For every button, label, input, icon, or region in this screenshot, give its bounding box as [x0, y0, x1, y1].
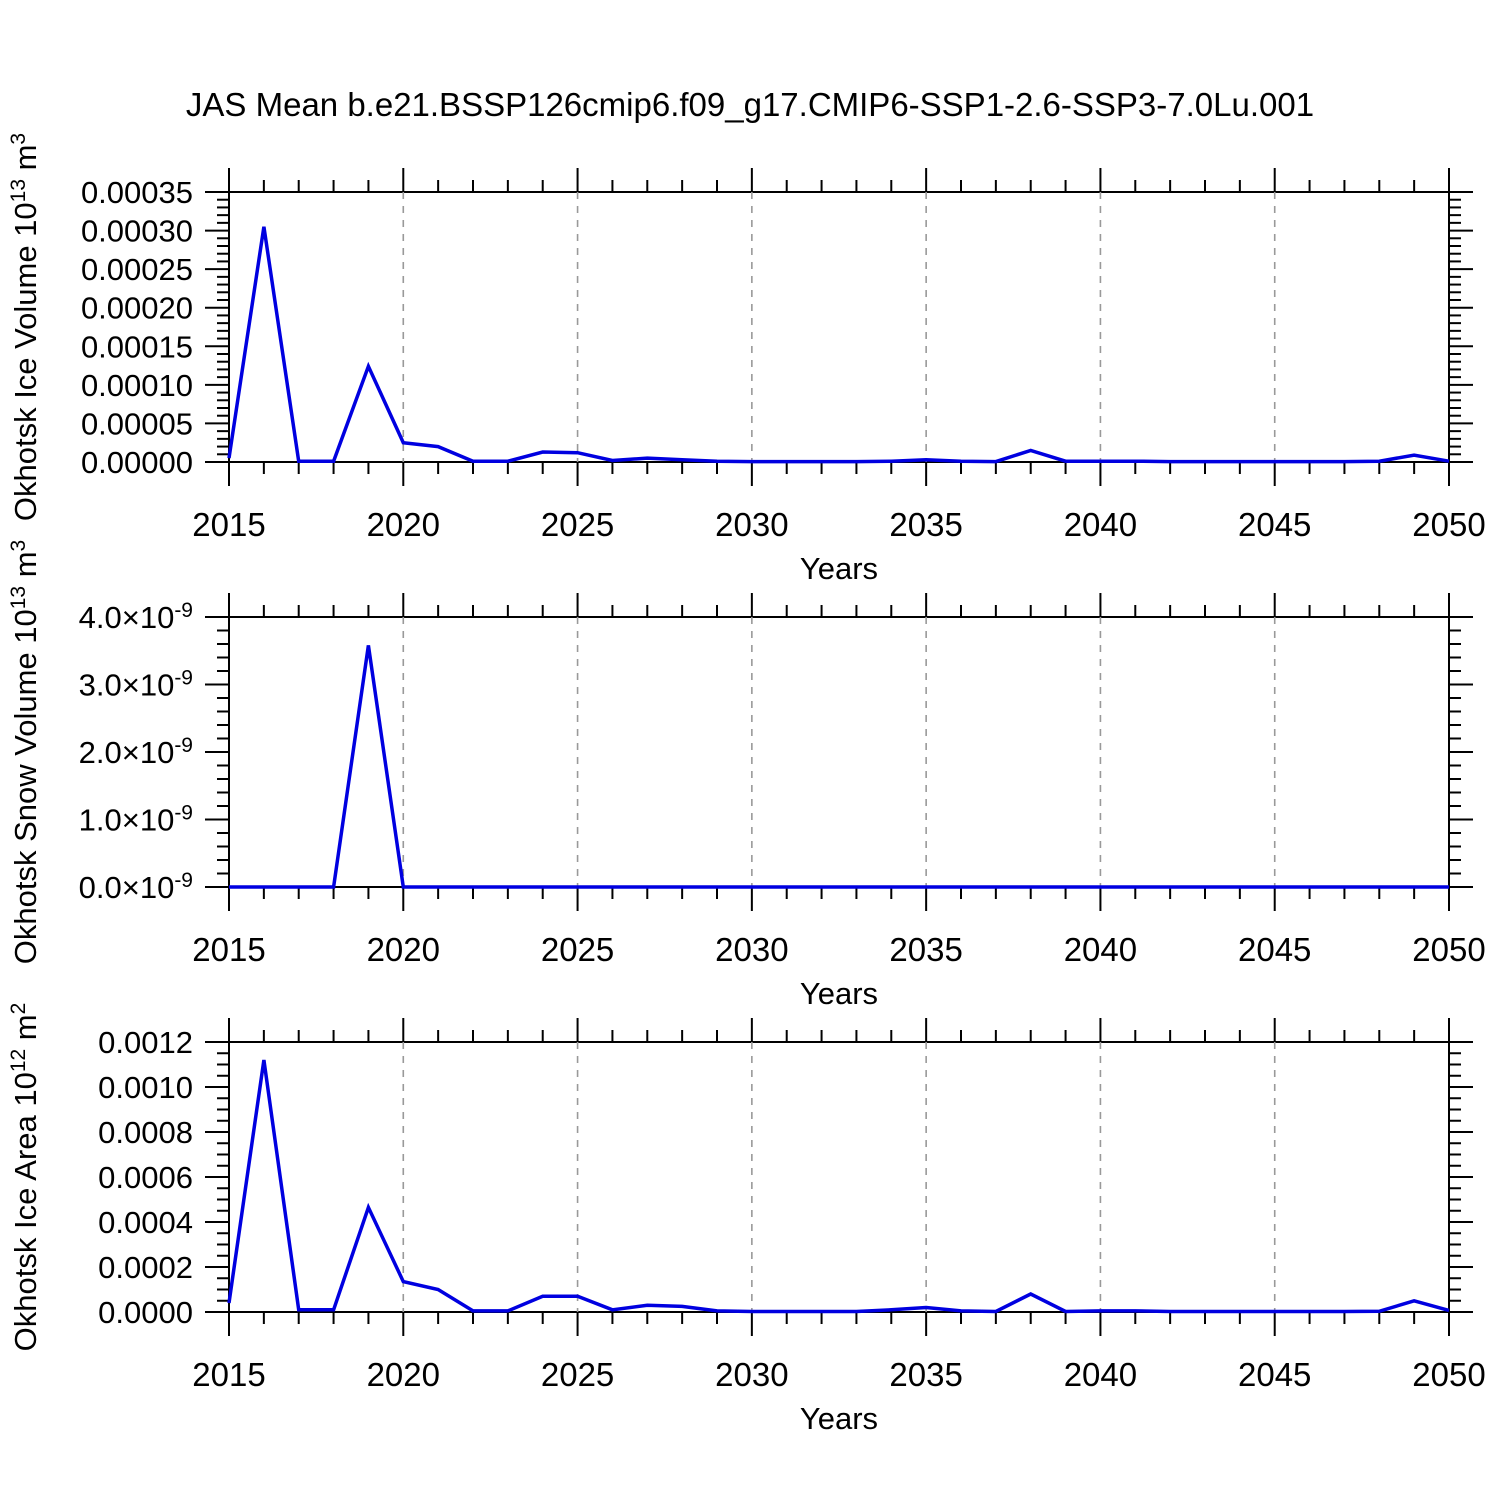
- y-tick-label: 0.00005: [81, 406, 193, 441]
- x-tick-label: 2020: [367, 931, 440, 968]
- y-tick-label: 0.00015: [81, 329, 193, 364]
- plot-frame: [228, 191, 1450, 463]
- y-axis-title: Okhotsk Snow Volume 1013 m3: [7, 540, 43, 964]
- x-tick-label: 2035: [889, 1356, 962, 1393]
- x-tick-label: 2030: [715, 931, 788, 968]
- x-tick-label: 2020: [367, 506, 440, 543]
- x-axis-title: Years: [800, 1401, 878, 1436]
- y-tick-label: 0.00030: [81, 214, 193, 249]
- x-tick-label: 2040: [1064, 506, 1137, 543]
- x-tick-label: 2035: [889, 506, 962, 543]
- x-tick-label: 2040: [1064, 1356, 1137, 1393]
- y-tick-label: 0.0004: [98, 1205, 193, 1240]
- y-tick-label: 0.00025: [81, 252, 193, 287]
- x-tick-label: 2025: [541, 931, 614, 968]
- x-tick-label: 2020: [367, 1356, 440, 1393]
- plot-frame: [228, 616, 1450, 888]
- x-axis-title: Years: [800, 976, 878, 1011]
- x-tick-label: 2045: [1238, 506, 1311, 543]
- y-tick-label: 0.00010: [81, 368, 193, 403]
- y-tick-label: 1.0×10-9: [79, 802, 193, 838]
- y-tick-label: 0.00020: [81, 291, 193, 326]
- y-tick-label: 0.0002: [98, 1250, 193, 1285]
- x-tick-label: 2050: [1412, 506, 1485, 543]
- y-tick-label: 0.0012: [98, 1025, 193, 1060]
- x-tick-label: 2050: [1412, 1356, 1485, 1393]
- y-tick-label: 0.0006: [98, 1160, 193, 1195]
- chart-title: JAS Mean b.e21.BSSP126cmip6.f09_g17.CMIP…: [185, 86, 1315, 123]
- x-axis-title: Years: [800, 551, 878, 586]
- y-tick-label: 2.0×10-9: [79, 734, 193, 770]
- panel-okhotsk-snow-volume: 0.0×10-9 1.0×10-9 2.0×10-9 3.0×10-9 4.0×10-9…: [7, 540, 1486, 1011]
- x-tick-label: 2025: [541, 1356, 614, 1393]
- y-tick-label: 3.0×10-9: [79, 667, 193, 703]
- x-tick-label: 2015: [192, 931, 265, 968]
- x-tick-label: 2045: [1238, 1356, 1311, 1393]
- y-tick-label: 0.0010: [98, 1070, 193, 1105]
- panel-okhotsk-ice-area: 0.0000 0.0002 0.0004 0.0006 0.0008 0.0010 0.00…: [7, 1003, 1486, 1436]
- axis-ticks: [205, 593, 1473, 911]
- y-axis-title: Okhotsk Ice Volume 1013 m3: [7, 133, 43, 521]
- data-line: [227, 226, 1450, 464]
- y-tick-label: 0.00000: [81, 445, 193, 480]
- x-tick-label: 2030: [715, 506, 788, 543]
- axis-ticks: [205, 168, 1473, 486]
- x-tick-label: 2035: [889, 931, 962, 968]
- y-tick-label: 0.00035: [81, 175, 193, 210]
- x-tick-label: 2015: [192, 1356, 265, 1393]
- x-tick-label: 2030: [715, 1356, 788, 1393]
- x-tick-label: 2050: [1412, 931, 1485, 968]
- y-tick-label: 0.0×10-9: [79, 869, 193, 905]
- x-tick-label: 2015: [192, 506, 265, 543]
- x-tick-label: 2045: [1238, 931, 1311, 968]
- axis-ticks: [205, 1018, 1473, 1336]
- data-line: [227, 1059, 1450, 1314]
- y-axis-title: Okhotsk Ice Area 1012 m2: [7, 1003, 43, 1352]
- x-tick-label: 2025: [541, 506, 614, 543]
- y-tick-label: 0.0000: [98, 1295, 193, 1330]
- data-line: [229, 645, 1449, 889]
- y-tick-label: 4.0×10-9: [79, 599, 193, 635]
- x-tick-label: 2040: [1064, 931, 1137, 968]
- y-tick-label: 0.0008: [98, 1115, 193, 1150]
- plot-frame: [228, 1041, 1450, 1313]
